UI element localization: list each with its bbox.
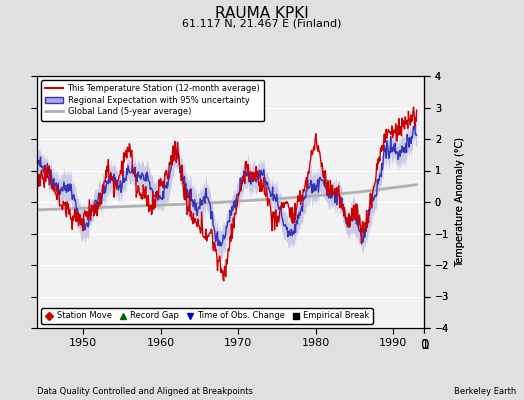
Legend: Station Move, Record Gap, Time of Obs. Change, Empirical Break: Station Move, Record Gap, Time of Obs. C… bbox=[41, 308, 373, 324]
Y-axis label: Temperature Anomaly (°C): Temperature Anomaly (°C) bbox=[455, 137, 465, 267]
Text: RAUMA KPKI: RAUMA KPKI bbox=[215, 6, 309, 21]
Y-axis label: Temperature Anomaly (°C): Temperature Anomaly (°C) bbox=[455, 137, 465, 267]
Text: 61.117 N, 21.467 E (Finland): 61.117 N, 21.467 E (Finland) bbox=[182, 18, 342, 28]
Text: Data Quality Controlled and Aligned at Breakpoints: Data Quality Controlled and Aligned at B… bbox=[37, 387, 253, 396]
Text: Berkeley Earth: Berkeley Earth bbox=[454, 387, 516, 396]
